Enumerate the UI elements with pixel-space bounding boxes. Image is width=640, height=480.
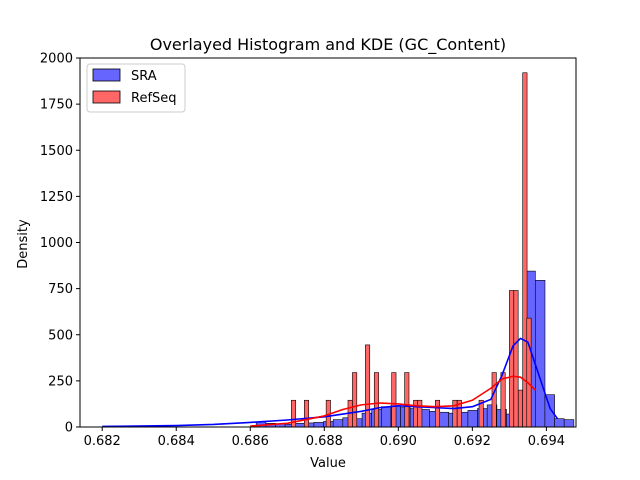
legend-label-sra: SRA — [131, 69, 157, 84]
y-tick-label: 1250 — [40, 190, 73, 205]
y-tick-label: 250 — [48, 374, 73, 389]
refseq-bar — [365, 344, 371, 428]
y-tick-label: 1000 — [40, 236, 73, 251]
sra-bar — [313, 422, 324, 428]
kde-lines — [102, 337, 559, 428]
x-tick-label: 0.686 — [232, 434, 269, 449]
x-tick-label: 0.682 — [84, 434, 121, 449]
legend-swatch-sra — [92, 68, 121, 82]
x-tick-label: 0.688 — [306, 434, 343, 449]
refseq-bar — [513, 290, 519, 428]
refseq-bar — [417, 399, 423, 428]
refseq-bar — [391, 372, 397, 428]
sra-bar — [438, 411, 450, 428]
y-axis-label: Density — [16, 219, 31, 269]
x-tick-label: 0.694 — [528, 434, 565, 449]
x-tick-label: 0.690 — [380, 434, 417, 449]
y-tick-label: 0 — [65, 421, 73, 436]
sra-bar — [294, 423, 305, 428]
refseq-bar — [500, 372, 506, 428]
x-tick-label: 0.684 — [158, 434, 195, 449]
sra-bar — [380, 406, 392, 428]
chart-title: Overlayed Histogram and KDE (GC_Content) — [150, 35, 506, 55]
refseq-bar — [491, 372, 497, 428]
refseq-bar — [509, 290, 515, 428]
refseq-kde-line — [250, 375, 536, 427]
refseq-bar — [526, 317, 532, 428]
refseq-bar — [373, 372, 379, 428]
x-axis-label: Value — [310, 456, 346, 471]
refseq-bar — [522, 72, 528, 428]
refseq-bar — [413, 399, 419, 428]
legend-swatch-refseq — [92, 90, 121, 104]
sra-bar — [467, 410, 478, 428]
refseq-bar — [517, 389, 523, 428]
sra-bar — [554, 418, 565, 428]
refseq-bar — [352, 372, 358, 428]
y-tick-label: 750 — [48, 282, 73, 297]
y-tick-label: 500 — [48, 328, 73, 343]
refseq-bar — [435, 399, 441, 428]
sra-kde-line — [102, 337, 559, 428]
y-axis: 0 250 500 750 1000 1250 1500 1750 2000 — [40, 52, 80, 436]
refseq-bar — [404, 372, 410, 428]
legend-label-refseq: RefSeq — [131, 91, 177, 106]
x-axis: 0.682 0.684 0.686 0.688 0.690 0.692 0.694 — [84, 427, 565, 449]
y-tick-label: 1500 — [40, 144, 73, 159]
refseq-bar — [304, 399, 309, 428]
sra-bar — [563, 419, 575, 428]
sra-bar — [534, 280, 546, 428]
y-tick-label: 2000 — [40, 52, 73, 67]
y-tick-label: 1750 — [40, 98, 73, 113]
legend: SRA RefSeq — [86, 63, 186, 113]
sra-bar — [332, 419, 344, 428]
x-tick-label: 0.692 — [454, 434, 491, 449]
